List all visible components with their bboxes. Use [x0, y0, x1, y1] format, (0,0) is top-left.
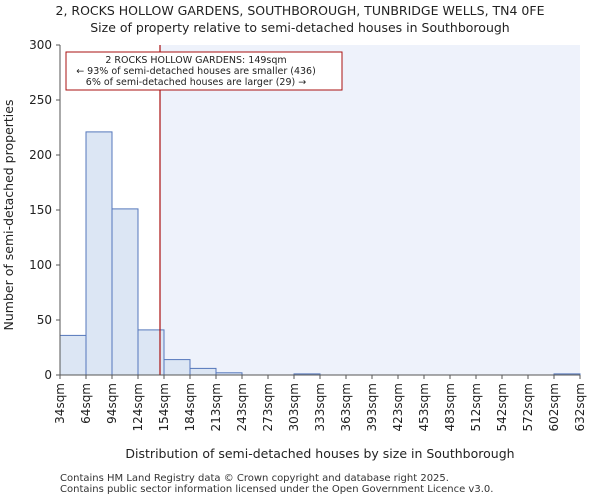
chart-title-line1: 2, ROCKS HOLLOW GARDENS, SOUTHBOROUGH, T…: [55, 3, 545, 18]
x-tick-label: 34sqm: [53, 383, 67, 424]
x-tick-label: 213sqm: [209, 383, 223, 431]
x-tick-label: 512sqm: [469, 383, 483, 431]
y-tick-label: 250: [29, 93, 52, 107]
y-axis-label: Number of semi-detached properties: [1, 100, 16, 331]
x-tick-label: 64sqm: [79, 383, 93, 424]
footer-licence: Contains public sector information licen…: [60, 484, 494, 495]
x-tick-label: 303sqm: [287, 383, 301, 431]
histogram-bar: [59, 334, 87, 376]
histogram-bar: [163, 359, 191, 376]
histogram-bar: [85, 131, 113, 376]
x-tick-label: 572sqm: [521, 383, 535, 431]
x-axis-label: Distribution of semi-detached houses by …: [125, 446, 514, 461]
annotation-larger: 6% of semi-detached houses are larger (2…: [86, 77, 306, 88]
chart-subtitle: Size of property relative to semi-detach…: [90, 20, 510, 35]
highlight-region: [160, 45, 580, 375]
x-tick-label: 94sqm: [105, 383, 119, 424]
x-tick-label: 423sqm: [391, 383, 405, 431]
x-tick-label: 154sqm: [157, 383, 171, 431]
x-tick-label: 602sqm: [547, 383, 561, 431]
x-tick-label: 184sqm: [183, 383, 197, 431]
annotation-smaller: ← 93% of semi-detached houses are smalle…: [76, 66, 316, 77]
x-tick-label: 393sqm: [365, 383, 379, 431]
footer-copyright: Contains HM Land Registry data © Crown c…: [60, 473, 449, 484]
x-tick-label: 333sqm: [313, 383, 327, 431]
x-tick-label: 632sqm: [573, 383, 587, 431]
x-tick-label: 483sqm: [443, 383, 457, 431]
x-tick-label: 453sqm: [417, 383, 431, 431]
y-tick-label: 150: [29, 203, 52, 217]
x-tick-label: 243sqm: [235, 383, 249, 431]
x-tick-label: 542sqm: [495, 383, 509, 431]
x-tick-label: 273sqm: [261, 383, 275, 431]
y-tick-label: 200: [29, 148, 52, 162]
y-tick-label: 50: [37, 313, 52, 327]
y-tick-label: 300: [29, 38, 52, 52]
y-tick-label: 100: [29, 258, 52, 272]
y-tick-label: 0: [44, 368, 52, 382]
annotation-title: 2 ROCKS HOLLOW GARDENS: 149sqm: [105, 55, 286, 66]
annotation-box: [65, 51, 343, 91]
histogram-bar: [111, 208, 139, 376]
x-tick-label: 363sqm: [339, 383, 353, 431]
x-tick-label: 124sqm: [131, 383, 145, 431]
histogram-bar: [189, 367, 217, 376]
